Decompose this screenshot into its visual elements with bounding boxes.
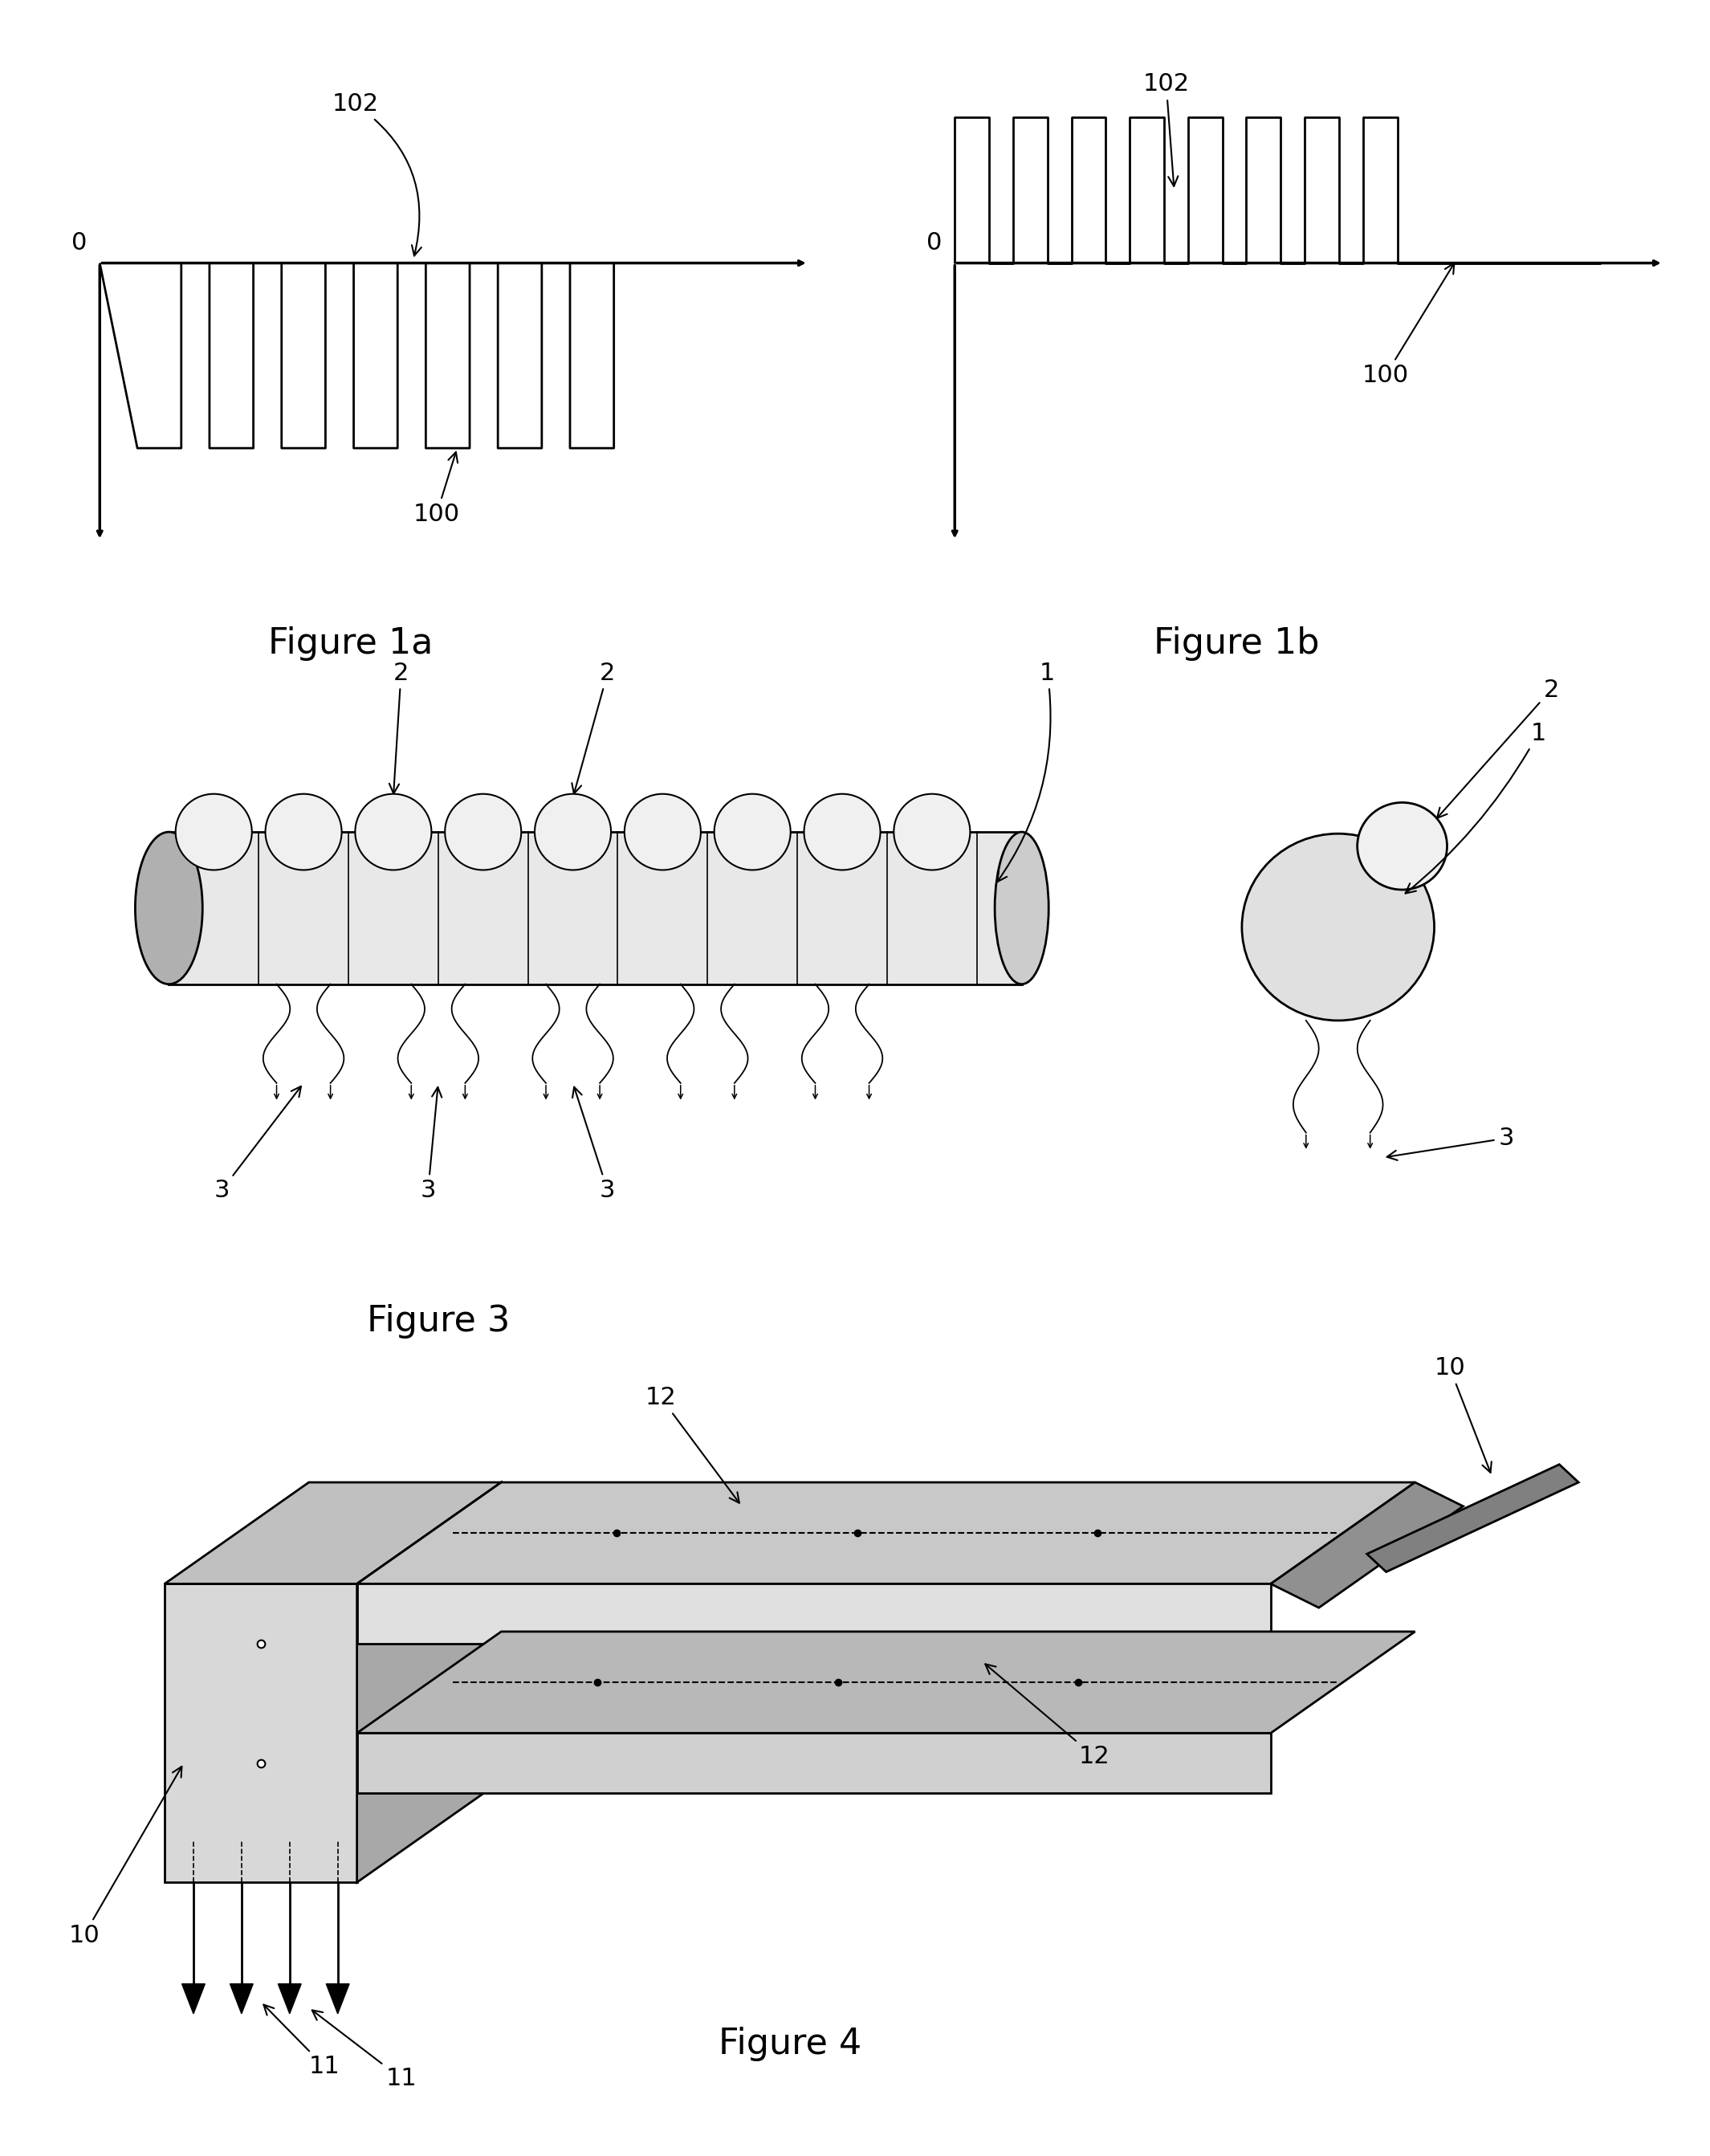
Text: 100: 100	[1363, 263, 1454, 386]
Polygon shape	[164, 1483, 501, 1585]
Polygon shape	[279, 1984, 301, 2014]
Text: 3: 3	[1387, 1128, 1513, 1160]
Text: 102: 102	[332, 93, 421, 257]
Polygon shape	[327, 1984, 349, 2014]
Circle shape	[1241, 834, 1435, 1020]
Text: 12: 12	[646, 1386, 739, 1503]
Text: 102: 102	[1142, 73, 1190, 185]
Circle shape	[1358, 802, 1447, 890]
Polygon shape	[1366, 1464, 1578, 1572]
Text: Figure 1b: Figure 1b	[1154, 627, 1320, 662]
Polygon shape	[229, 1984, 253, 2014]
Ellipse shape	[445, 793, 522, 871]
Polygon shape	[357, 1483, 1416, 1585]
Polygon shape	[164, 1585, 357, 1882]
Polygon shape	[181, 1984, 205, 2014]
Text: Figure 1a: Figure 1a	[268, 627, 433, 662]
Text: 2: 2	[390, 662, 409, 793]
Text: 11: 11	[313, 2009, 417, 2089]
Polygon shape	[169, 832, 1021, 983]
Text: Figure 4: Figure 4	[718, 2027, 862, 2061]
Ellipse shape	[894, 793, 970, 871]
Ellipse shape	[265, 793, 342, 871]
Ellipse shape	[176, 793, 251, 871]
Ellipse shape	[995, 832, 1048, 983]
Ellipse shape	[715, 793, 790, 871]
Text: 3: 3	[573, 1087, 616, 1203]
Text: 2: 2	[571, 662, 616, 793]
Text: 10: 10	[68, 1766, 181, 1947]
Polygon shape	[357, 1585, 1271, 1643]
Polygon shape	[357, 1483, 501, 1882]
Polygon shape	[1271, 1483, 1464, 1608]
Ellipse shape	[135, 832, 202, 983]
Polygon shape	[357, 1632, 1416, 1733]
Ellipse shape	[535, 793, 610, 871]
Text: 11: 11	[263, 2005, 340, 2078]
Text: 1: 1	[997, 662, 1055, 882]
Text: 2: 2	[1436, 679, 1560, 817]
Text: 3: 3	[214, 1087, 301, 1203]
Polygon shape	[357, 1733, 1271, 1794]
Text: 3: 3	[421, 1087, 441, 1203]
Text: Figure 3: Figure 3	[366, 1304, 510, 1339]
Ellipse shape	[624, 793, 701, 871]
Text: 100: 100	[414, 453, 460, 526]
Text: 0: 0	[72, 231, 87, 254]
Text: 12: 12	[985, 1664, 1110, 1768]
Text: 10: 10	[1435, 1356, 1491, 1473]
Ellipse shape	[356, 793, 431, 871]
Text: 0: 0	[927, 231, 942, 254]
Ellipse shape	[804, 793, 881, 871]
Text: 1: 1	[1406, 722, 1546, 893]
